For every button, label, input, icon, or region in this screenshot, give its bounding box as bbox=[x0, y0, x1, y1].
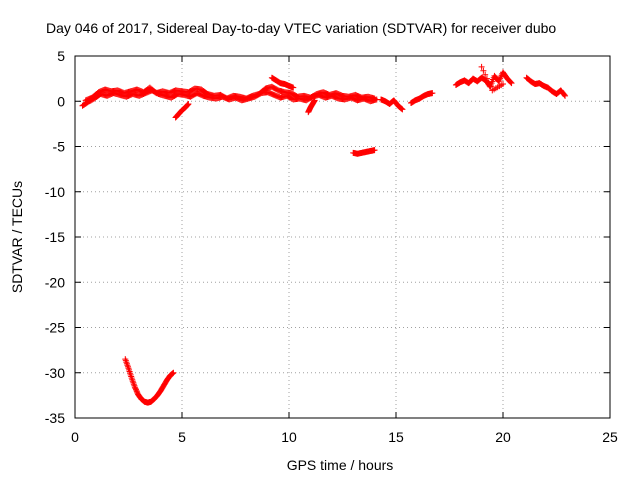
data-point bbox=[482, 71, 489, 78]
chart-title: Day 046 of 2017, Sidereal Day-to-day VTE… bbox=[46, 20, 556, 36]
x-tick-label: 25 bbox=[602, 429, 618, 445]
data-point bbox=[561, 91, 568, 98]
x-tick-label: 5 bbox=[178, 429, 186, 445]
x-tick-label: 0 bbox=[71, 429, 79, 445]
plot-frame bbox=[74, 55, 611, 419]
data-point bbox=[184, 102, 191, 109]
grid-lines bbox=[75, 56, 610, 418]
x-tick-labels: 0 5 10 15 20 25 bbox=[71, 429, 618, 445]
data-point bbox=[371, 95, 378, 102]
data-point bbox=[483, 75, 490, 82]
data-point bbox=[185, 100, 192, 107]
data-point bbox=[429, 90, 436, 97]
data-point bbox=[170, 369, 177, 376]
data-point bbox=[311, 97, 318, 104]
y-tick-label: 0 bbox=[57, 93, 65, 109]
y-tick-label: -15 bbox=[45, 229, 65, 245]
x-axis-label: GPS time / hours bbox=[287, 457, 394, 473]
data-point bbox=[184, 101, 191, 108]
data-point bbox=[478, 63, 485, 70]
x-tick-label: 10 bbox=[281, 429, 297, 445]
data-point bbox=[398, 105, 405, 112]
x-tick-label: 15 bbox=[388, 429, 404, 445]
y-tick-label: -25 bbox=[45, 320, 65, 336]
data-point bbox=[290, 84, 297, 91]
data-point bbox=[397, 105, 404, 112]
data-point bbox=[562, 92, 569, 99]
y-tick-labels: 5 0 -5 -10 -15 -20 -25 -30 -35 bbox=[45, 48, 65, 426]
data-point bbox=[508, 80, 515, 87]
x-tick-label: 20 bbox=[495, 429, 511, 445]
data-point bbox=[487, 83, 494, 90]
y-tick-label: -20 bbox=[45, 274, 65, 290]
data-point bbox=[480, 67, 487, 74]
y-tick-label: -35 bbox=[45, 410, 65, 426]
y-tick-label: -30 bbox=[45, 365, 65, 381]
y-tick-label: -5 bbox=[53, 139, 66, 155]
data-point bbox=[507, 79, 514, 86]
data-point bbox=[371, 147, 378, 154]
data-point bbox=[500, 81, 506, 88]
data-point bbox=[399, 106, 406, 113]
data-point bbox=[485, 79, 492, 86]
data-points bbox=[79, 63, 569, 406]
y-tick-label: 5 bbox=[57, 48, 65, 64]
y-tick-label: -10 bbox=[45, 184, 65, 200]
y-axis-label: SDTVAR / TECUs bbox=[9, 181, 25, 293]
